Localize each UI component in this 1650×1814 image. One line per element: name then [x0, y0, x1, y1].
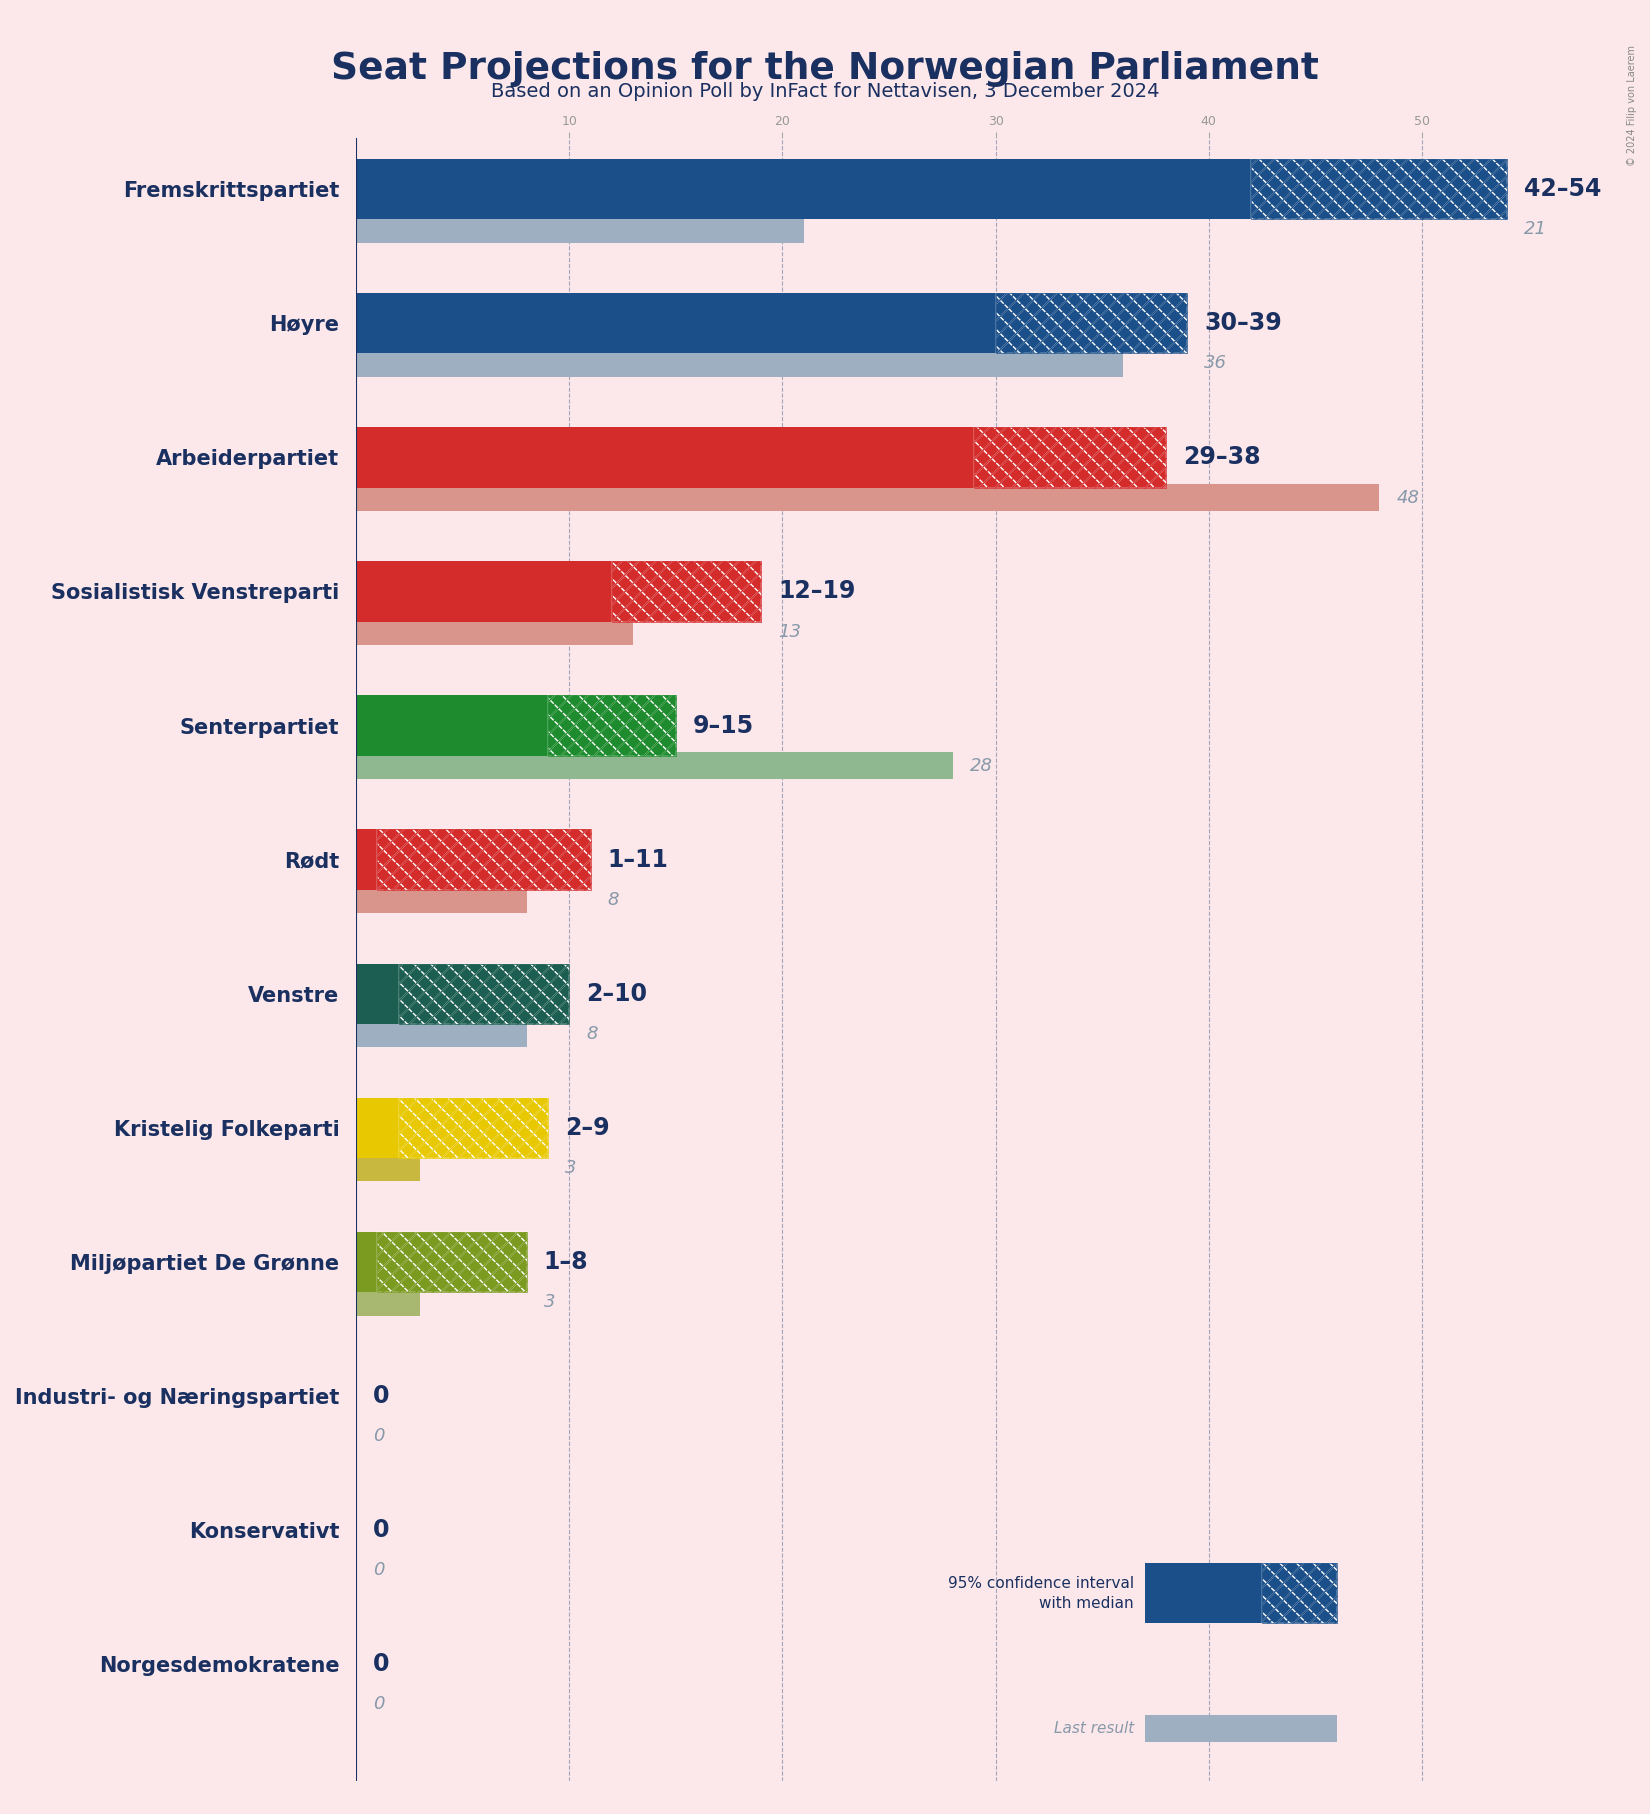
Bar [548, 695, 676, 756]
Bar [974, 426, 1167, 488]
Bar [356, 963, 399, 1023]
Bar [356, 1232, 378, 1292]
Text: 28: 28 [970, 756, 993, 775]
Bar [356, 216, 804, 243]
Bar [1251, 160, 1506, 219]
Text: 8: 8 [586, 1025, 597, 1043]
Bar [399, 1097, 548, 1157]
Bar [356, 829, 378, 891]
Bar [356, 619, 634, 646]
Bar [399, 963, 569, 1023]
Text: Last result: Last result [1054, 1721, 1134, 1736]
Text: 3: 3 [564, 1159, 576, 1177]
Text: 12–19: 12–19 [779, 579, 855, 604]
Bar [378, 829, 591, 891]
Bar [356, 160, 1251, 219]
Bar [612, 561, 761, 622]
Bar [356, 1156, 421, 1181]
Text: 0: 0 [373, 1562, 384, 1580]
Text: 29–38: 29–38 [1183, 444, 1261, 470]
Bar [1262, 1564, 1336, 1624]
Bar [974, 426, 1167, 488]
Text: 0: 0 [373, 1653, 389, 1676]
Text: 0: 0 [373, 1428, 384, 1446]
Bar [356, 1097, 399, 1157]
Text: 3: 3 [543, 1293, 554, 1312]
Bar [356, 426, 974, 488]
Text: 9–15: 9–15 [693, 713, 754, 738]
Bar [356, 1021, 526, 1047]
Bar [548, 695, 676, 756]
Text: 1–11: 1–11 [607, 847, 668, 871]
Bar [1145, 1564, 1262, 1624]
Text: 21: 21 [1525, 219, 1548, 238]
Bar [995, 294, 1188, 354]
Text: 95% confidence interval
with median: 95% confidence interval with median [949, 1576, 1134, 1611]
Bar [399, 1097, 548, 1157]
Bar [1251, 160, 1506, 219]
Bar [1262, 1564, 1336, 1624]
Bar [378, 1232, 526, 1292]
Text: Based on an Opinion Poll by InFact for Nettavisen, 3 December 2024: Based on an Opinion Poll by InFact for N… [490, 82, 1160, 100]
Text: 36: 36 [1204, 354, 1228, 372]
Text: 0: 0 [373, 1518, 389, 1542]
Bar [378, 1232, 526, 1292]
Bar [612, 561, 761, 622]
Text: © 2024 Filip von Laerem: © 2024 Filip von Laerem [1627, 45, 1637, 167]
Text: 2–10: 2–10 [586, 981, 647, 1005]
Text: 2–9: 2–9 [564, 1116, 609, 1139]
Bar [356, 350, 1124, 377]
Text: 30–39: 30–39 [1204, 312, 1282, 336]
Text: 0: 0 [373, 1384, 389, 1408]
Bar [399, 963, 569, 1023]
Bar [356, 294, 995, 354]
Text: Seat Projections for the Norwegian Parliament: Seat Projections for the Norwegian Parli… [332, 51, 1318, 87]
Bar [1145, 1716, 1336, 1741]
Bar [356, 484, 1379, 512]
Bar [378, 829, 591, 891]
Bar [356, 1288, 421, 1315]
Text: 48: 48 [1396, 488, 1419, 506]
Bar [356, 561, 612, 622]
Text: 1–8: 1–8 [543, 1250, 589, 1273]
Text: 8: 8 [607, 891, 619, 909]
Text: 42–54: 42–54 [1525, 178, 1602, 201]
Bar [356, 887, 526, 912]
Text: 0: 0 [373, 1696, 384, 1714]
Bar [356, 695, 548, 756]
Bar [356, 753, 954, 780]
Bar [995, 294, 1188, 354]
Text: 13: 13 [779, 622, 802, 640]
